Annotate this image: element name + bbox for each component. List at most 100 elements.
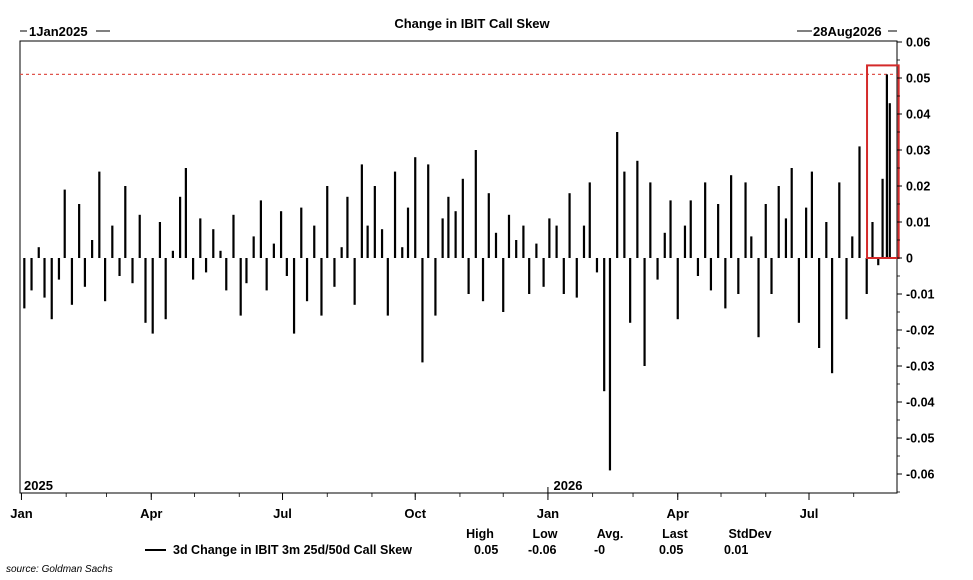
bar [386, 258, 389, 316]
bar [239, 258, 242, 316]
source-note: source: Goldman Sachs [6, 564, 113, 575]
y-tick-label: 0.03 [906, 144, 930, 158]
bar [656, 258, 659, 280]
bar [562, 258, 565, 294]
bar [704, 182, 707, 258]
bar [414, 157, 417, 258]
bar [588, 182, 591, 258]
bar [595, 258, 599, 273]
bar [118, 258, 121, 276]
bar [877, 258, 880, 266]
bar [366, 225, 369, 258]
bar [43, 258, 46, 298]
bar [50, 258, 53, 320]
bar [252, 236, 255, 258]
bar [770, 258, 773, 294]
bar [777, 186, 780, 258]
bar [683, 225, 687, 258]
stat-value-high: 0.05 [474, 543, 498, 557]
bars-layer [23, 74, 891, 471]
y-tick-label: 0.06 [906, 36, 930, 50]
legend-series-label: 3d Change in IBIT 3m 25d/50d Call Skew [173, 543, 412, 557]
y-tick-label: 0.05 [906, 72, 930, 86]
bar [285, 258, 288, 276]
bar [764, 204, 767, 258]
bar [265, 258, 268, 291]
bar [300, 207, 303, 258]
bar [845, 258, 848, 320]
highlight-layer [866, 64, 900, 260]
bar [340, 247, 343, 258]
x-axis: Jan Apr Jul Oct Jan Apr Jul [10, 487, 855, 521]
bar [131, 258, 134, 284]
bar [320, 258, 323, 316]
bar [70, 258, 74, 305]
bar [797, 258, 801, 323]
bar [406, 207, 410, 258]
bar [151, 258, 154, 334]
bar [750, 236, 753, 258]
bar [582, 225, 586, 258]
bar [724, 258, 727, 309]
bar [447, 196, 450, 258]
bar [83, 258, 87, 287]
bar [535, 243, 538, 258]
stat-value-last: 0.05 [659, 543, 683, 557]
bar [259, 200, 262, 258]
bar [709, 258, 713, 291]
bar [487, 193, 490, 258]
bar [144, 258, 147, 323]
bar [380, 229, 384, 258]
bar [225, 258, 228, 291]
x-tick-label: Apr [667, 506, 689, 521]
bar [23, 258, 26, 309]
bar [346, 196, 349, 258]
bar [643, 258, 646, 366]
bar [818, 258, 821, 348]
bar [204, 258, 208, 273]
y-tick-label: 0 [906, 252, 913, 266]
start-date-label: 1Jan2025 [29, 24, 88, 39]
bar [696, 258, 700, 276]
bar [744, 182, 747, 258]
bar [663, 232, 666, 258]
bar [881, 178, 884, 258]
bar [373, 186, 376, 258]
bar [548, 218, 551, 258]
bar [885, 74, 888, 259]
bar [502, 258, 505, 312]
bar [124, 186, 127, 258]
stat-value-avg: -0 [594, 543, 605, 557]
y-tick-label: -0.02 [906, 324, 935, 338]
y-tick-label: 0.01 [906, 216, 930, 230]
bar [494, 232, 498, 258]
bar [461, 178, 464, 258]
y-tick-label: 0.02 [906, 180, 930, 194]
bar [104, 258, 107, 302]
bar [326, 186, 329, 258]
end-date-label: 28Aug2026 [813, 24, 882, 39]
bar [199, 218, 202, 258]
bar [434, 258, 437, 316]
bar [757, 258, 760, 338]
legend: 3d Change in IBIT 3m 25d/50d Call Skew H… [145, 527, 772, 557]
bar [191, 258, 195, 280]
bar [292, 258, 296, 334]
bar [805, 207, 808, 258]
bar [454, 211, 457, 258]
x-tick-label: Apr [140, 506, 162, 521]
bar [825, 222, 828, 258]
x-tick-label: Oct [404, 506, 426, 521]
y-tick-label: -0.06 [906, 468, 935, 482]
bar [171, 250, 174, 258]
bar [717, 204, 720, 258]
stat-header-low: Low [533, 527, 558, 541]
bar [401, 247, 404, 258]
bar [232, 214, 235, 258]
bar [555, 225, 558, 258]
bar [474, 150, 477, 258]
bar [245, 258, 248, 284]
bar [568, 193, 571, 258]
x-tick-label: Jan [537, 506, 559, 521]
